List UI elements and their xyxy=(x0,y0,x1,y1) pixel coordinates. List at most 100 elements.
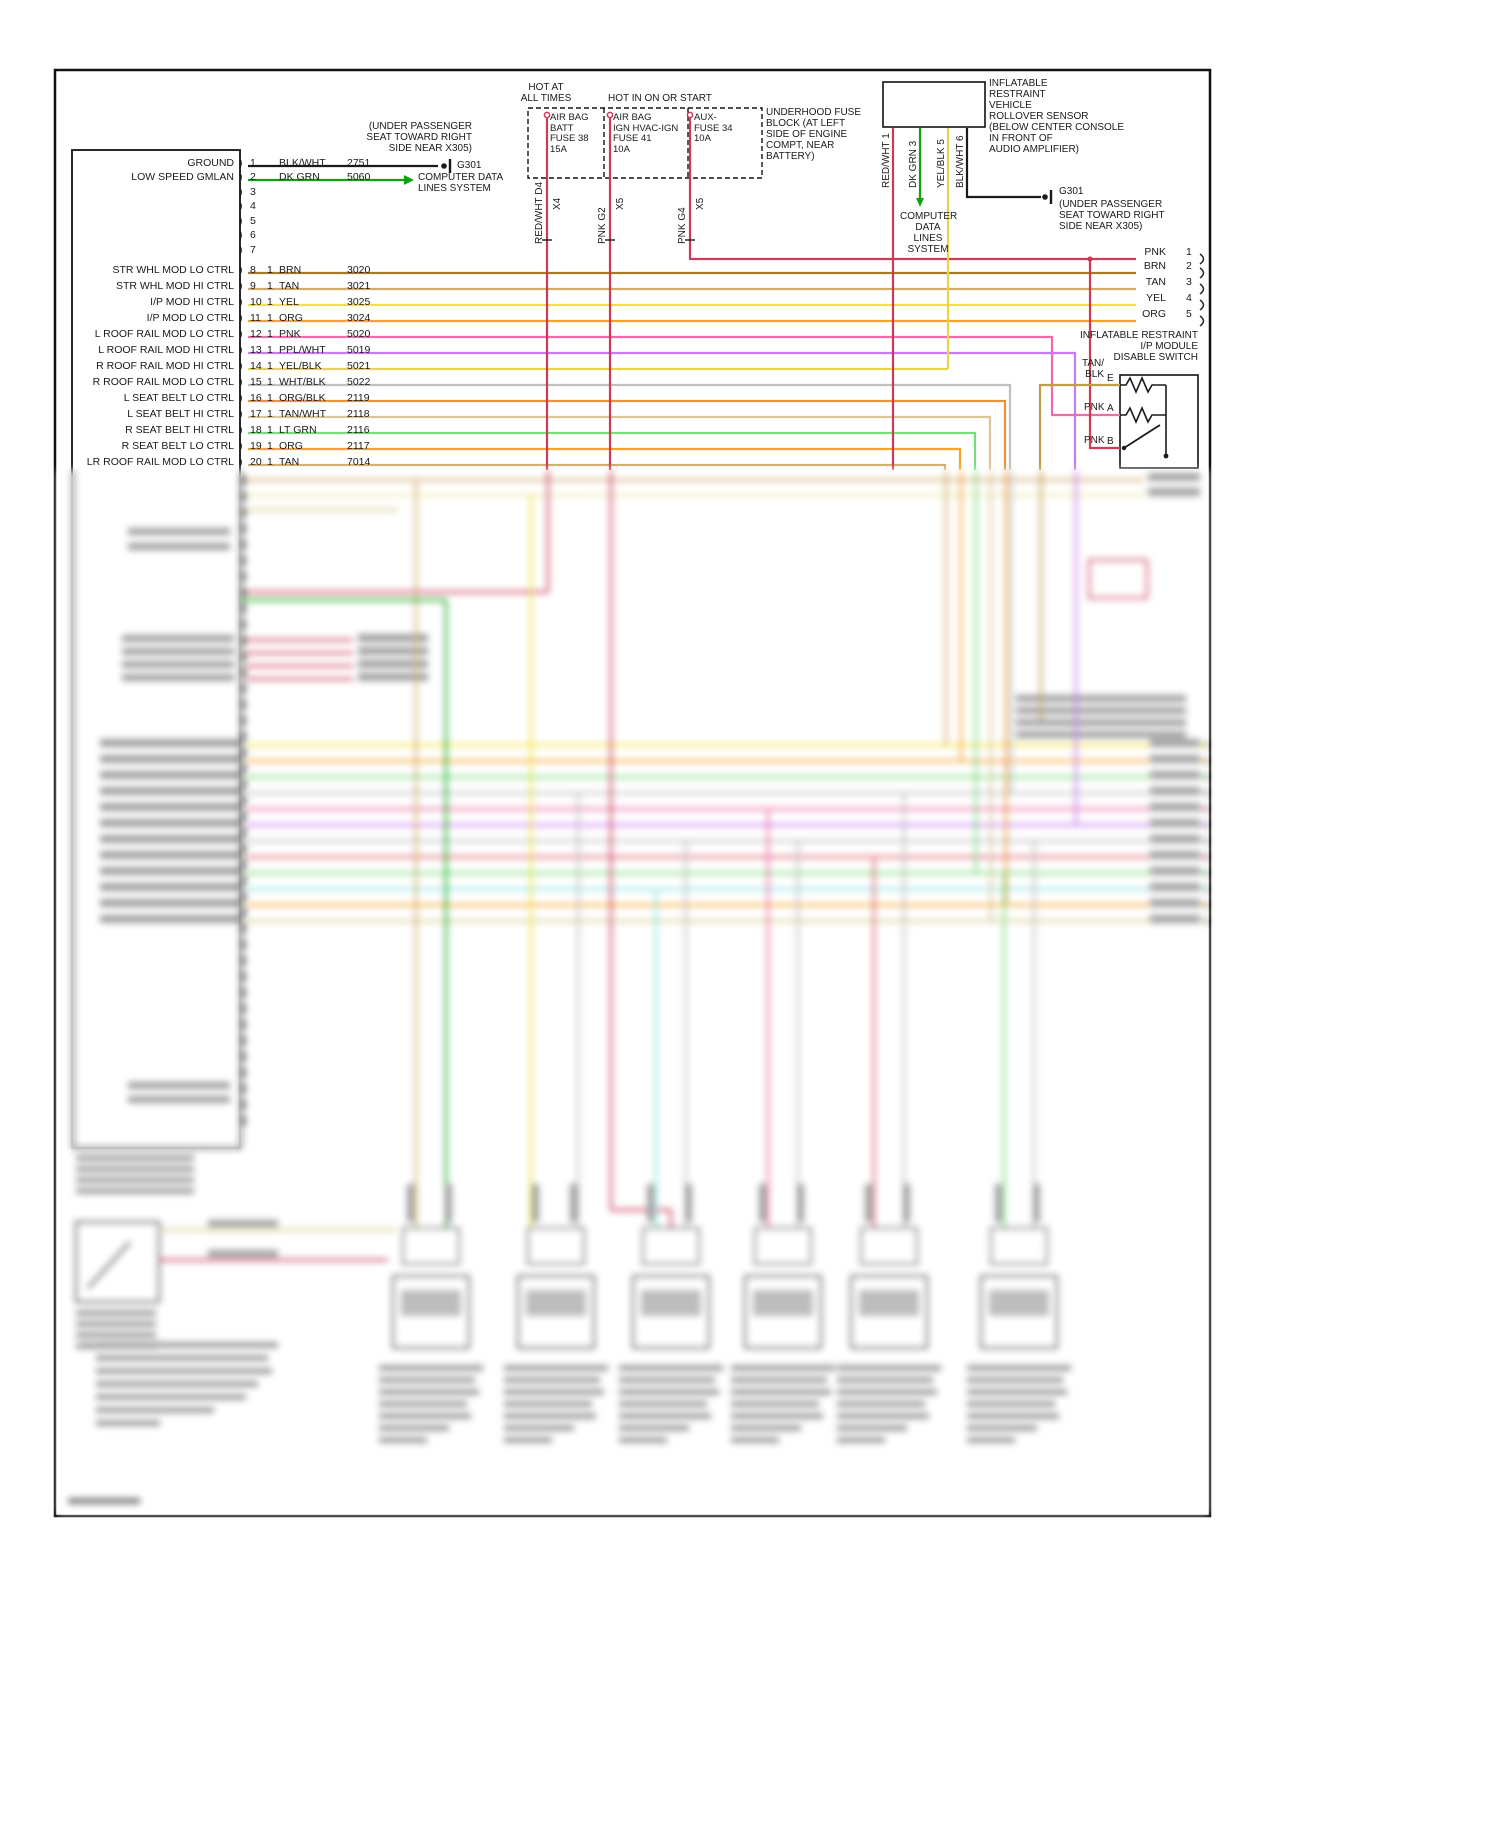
rollover-sensor-box xyxy=(882,81,986,128)
note-under-passenger-left: (UNDER PASSENGER SEAT TOWARD RIGHT SIDE … xyxy=(366,121,472,154)
pin-bracket: ) xyxy=(239,229,243,241)
right-connector-row: PNK 1 xyxy=(1126,246,1212,259)
pin-number: 14 xyxy=(250,360,262,372)
pin-bracket: ) xyxy=(239,186,243,198)
left-connector-row: R ROOF RAIL MOD LO CTRL) 15 1 WHT/BLK 5022 xyxy=(0,376,440,389)
fuse-34-label: AUX- FUSE 34 10A xyxy=(694,112,733,144)
pin-bracket: ) xyxy=(239,244,243,256)
pin-number: 1 xyxy=(1186,246,1192,258)
circuit-number: 2119 xyxy=(347,392,370,404)
signal-label: L ROOF RAIL MOD LO CTRL xyxy=(94,328,234,340)
signal-label: STR WHL MOD LO CTRL xyxy=(112,264,234,276)
note-computer-data-left: COMPUTER DATA LINES SYSTEM xyxy=(418,172,504,194)
resistor-icon xyxy=(1120,375,1166,425)
pin-number: 3 xyxy=(1186,276,1192,288)
circuit-number: 5020 xyxy=(347,328,371,340)
right-connector-row: YEL 4 xyxy=(1126,292,1212,305)
note-under-passenger-right: (UNDER PASSENGER SEAT TOWARD RIGHT SIDE … xyxy=(1059,199,1165,232)
left-connector-row: R ROOF RAIL MOD HI CTRL) 14 1 YEL/BLK 5021 xyxy=(0,360,440,373)
left-connector-row: ) 3 xyxy=(0,186,440,199)
pin-bracket: ) xyxy=(239,200,243,212)
arrow-icon xyxy=(916,198,924,207)
pin-number: 15 xyxy=(250,376,262,388)
pin-bracket: ) xyxy=(239,408,243,420)
switch-pin-e: E xyxy=(1107,373,1114,384)
disable-switch-box xyxy=(1119,374,1199,469)
wire-color: YEL xyxy=(1146,292,1166,304)
wire-qty: 1 xyxy=(267,376,273,388)
left-connector-row: ) 5 xyxy=(0,215,440,228)
fuse-block-box xyxy=(527,107,763,179)
left-connector-row: L SEAT BELT LO CTRL) 16 1 ORG/BLK 2119 xyxy=(0,392,440,405)
circuit-number: 5019 xyxy=(347,344,371,356)
disable-switch-label: INFLATABLE RESTRAINT I/P MODULE DISABLE … xyxy=(1080,330,1198,363)
pin-number: 8 xyxy=(250,264,256,276)
pin-bracket: ) xyxy=(239,360,243,372)
ground-ref-right: G301 xyxy=(1059,186,1084,197)
pin-bracket: ) xyxy=(239,392,243,404)
left-connector-row: STR WHL MOD HI CTRL) 9 1 TAN 3021 xyxy=(0,280,440,293)
wire-qty: 1 xyxy=(267,456,273,468)
left-connector-row: ) 6 xyxy=(0,229,440,242)
pin-number: 5 xyxy=(1186,308,1192,320)
wire-label-pnk-g2: PNK G2 xyxy=(597,207,608,244)
circuit-number: 5021 xyxy=(347,360,371,372)
pin-number: 4 xyxy=(1186,292,1192,304)
signal-label: I/P MOD HI CTRL xyxy=(150,296,234,308)
pin-number: 3 xyxy=(250,186,256,198)
circuit-number: 3021 xyxy=(347,280,371,292)
signal-label: LOW SPEED GMLAN xyxy=(131,171,234,183)
circuit-number: 2116 xyxy=(347,424,370,436)
ground-icon xyxy=(1042,190,1053,204)
wire-qty: 1 xyxy=(267,328,273,340)
pin-bracket: ) xyxy=(239,171,243,183)
pin-number: 2 xyxy=(250,171,256,183)
right-connector-row: ORG 5 xyxy=(1126,308,1212,321)
left-connector-row: STR WHL MOD LO CTRL) 8 1 BRN 3020 xyxy=(0,264,440,277)
wire-color: YEL xyxy=(279,296,299,308)
fuse-38-label: AIR BAG BATT FUSE 38 15A xyxy=(550,112,589,155)
left-connector-row: L ROOF RAIL MOD HI CTRL) 13 1 PPL/WHT 5019 xyxy=(0,344,440,357)
circuit-number: 5060 xyxy=(347,171,371,183)
wire-color: TAN/WHT xyxy=(279,408,327,420)
wire-color: BLK/WHT xyxy=(279,157,326,169)
wire-qty: 1 xyxy=(267,264,273,276)
connector-label-x5a: X5 xyxy=(615,197,626,210)
pin-number: 9 xyxy=(250,280,256,292)
wire-label-redwht-d4: RED/WHT D4 xyxy=(534,181,545,244)
pin-number: 17 xyxy=(250,408,262,420)
wire-color: ORG xyxy=(279,312,303,324)
wire-color: WHT/BLK xyxy=(279,376,326,388)
note-underhood-fuse-block: UNDERHOOD FUSE BLOCK (AT LEFT SIDE OF EN… xyxy=(766,107,862,162)
right-connector-row: BRN 2 xyxy=(1126,260,1212,273)
wire-qty: 1 xyxy=(267,280,273,292)
wire-qty: 1 xyxy=(267,360,273,372)
wire-color: PNK xyxy=(279,328,301,340)
note-hot-in-on-or-start: HOT IN ON OR START xyxy=(608,93,712,104)
pin-bracket: ) xyxy=(239,296,243,308)
wire-label-pnk-g4: PNK G4 xyxy=(677,207,688,244)
note-computer-data-right: COMPUTER DATA LINES SYSTEM xyxy=(900,211,958,255)
switch-pin-b-wire: PNK xyxy=(1084,435,1105,446)
circuit-number: 2118 xyxy=(347,408,370,420)
wire-color: YEL/BLK xyxy=(279,360,322,372)
signal-label: R SEAT BELT LO CTRL xyxy=(121,440,234,452)
pin-bracket: ) xyxy=(239,280,243,292)
circuit-number: 5022 xyxy=(347,376,371,388)
wire-color: BRN xyxy=(279,264,302,276)
pin-bracket: ) xyxy=(239,328,243,340)
switch-pin-a-wire: PNK xyxy=(1084,402,1105,413)
wire-qty: 1 xyxy=(267,344,273,356)
pin-number: 11 xyxy=(250,312,261,324)
left-connector-row: ) 4 xyxy=(0,200,440,213)
rollover-sensor-label: INFLATABLE RESTRAINT VEHICLE ROLLOVER SE… xyxy=(989,78,1125,155)
sensor-pin-blkwht: BLK/WHT 6 xyxy=(955,135,966,188)
wire-color: ORG/BLK xyxy=(279,392,326,404)
circuit-number: 2751 xyxy=(347,157,371,169)
pin-bracket: ) xyxy=(239,376,243,388)
pin-number: 13 xyxy=(250,344,262,356)
wire-color: PNK xyxy=(1144,246,1166,258)
pin-number: 12 xyxy=(250,328,262,340)
circuit-number: 7014 xyxy=(347,456,371,468)
pin-number: 2 xyxy=(1186,260,1192,272)
